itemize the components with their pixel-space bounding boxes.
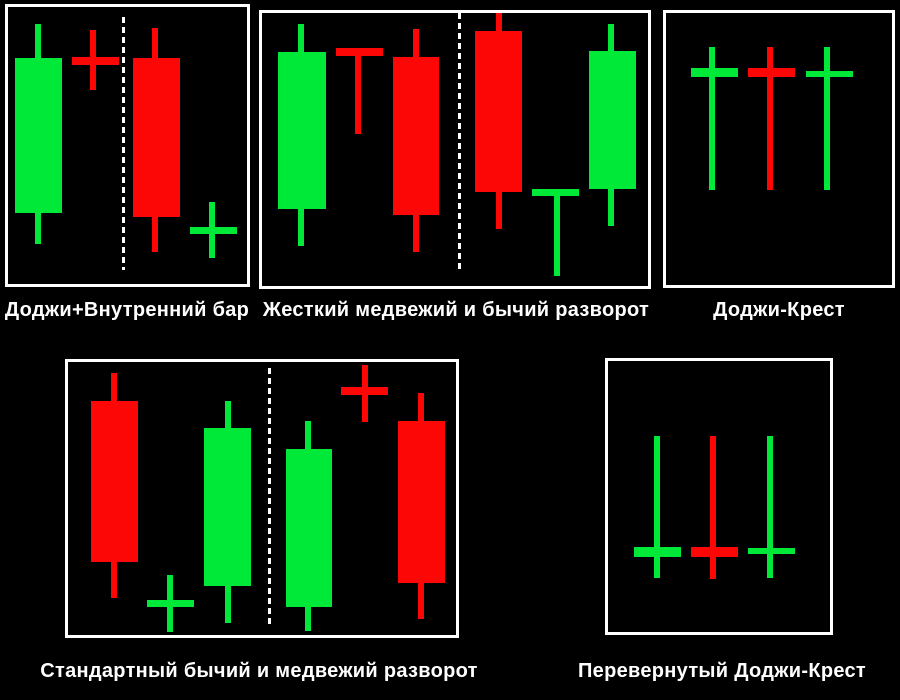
panel-frame-standard-bullish-and-bearish-reversal [65, 359, 459, 638]
bearish-candle-body [133, 58, 180, 217]
pattern-label-inverted-doji-cross: Перевернутый Доджи-Крест [577, 660, 867, 682]
bearish-candle-body [398, 421, 445, 583]
pattern-label-doji-cross: Доджи-Крест [713, 299, 845, 321]
bearish-inverted-doji-cross-wick [710, 436, 716, 579]
bullish-doji-cross-bar [806, 71, 853, 77]
bullish-inverted-doji-cross-wick [767, 436, 773, 578]
pattern-label-hard-bearish-and-bullish-reversal: Жесткий медвежий и бычий разворот [262, 299, 650, 321]
bearish-doji-cross-wick [767, 47, 773, 190]
bullish-candle-body [286, 449, 332, 607]
bearish-candle-body [393, 57, 439, 215]
bullish-candle-body [589, 51, 636, 189]
bearish-inverted-doji-cross-bar [691, 547, 738, 557]
bearish-doji-cross-bar [72, 57, 119, 65]
pattern-label-standard-bullish-and-bearish-reversal: Стандартный бычий и медвежий разворот [40, 660, 478, 682]
panel-frame-doji-cross [663, 10, 895, 288]
bearish-doji-cross-bar [748, 68, 795, 77]
bearish-dragonfly-doji-wick [355, 49, 361, 134]
divider-dashed-line [458, 13, 461, 273]
panel-frame-doji-inside-bar [5, 4, 250, 287]
panel-frame-hard-bearish-and-bullish-reversal [259, 10, 651, 289]
bullish-dragonfly-doji-wick [554, 189, 560, 276]
bullish-doji-cross-bar [691, 68, 738, 77]
panel-frame-inverted-doji-cross [605, 358, 833, 635]
bullish-inverted-doji-cross-bar [634, 547, 681, 557]
bullish-inverted-doji-cross-wick [654, 436, 660, 578]
bullish-candle-body [15, 58, 62, 213]
bullish-doji-cross-wick [824, 47, 830, 190]
pattern-label-doji-inside-bar: Доджи+Внутренний бар [4, 299, 250, 321]
bullish-doji-cross-wick [709, 47, 715, 190]
divider-dashed-line [122, 17, 125, 270]
bullish-doji-cross-bar [147, 600, 194, 607]
bullish-candle-body [278, 52, 326, 209]
bullish-inverted-doji-cross-bar [748, 548, 795, 554]
bearish-candle-body [475, 31, 522, 192]
bearish-doji-cross-bar [341, 387, 388, 395]
bearish-dragonfly-doji-bar [336, 48, 383, 56]
divider-dashed-line [268, 368, 271, 625]
bullish-dragonfly-doji-bar [532, 189, 579, 196]
bullish-candle-body [204, 428, 251, 586]
bearish-candle-body [91, 401, 138, 562]
bullish-doji-cross-bar [190, 227, 237, 234]
